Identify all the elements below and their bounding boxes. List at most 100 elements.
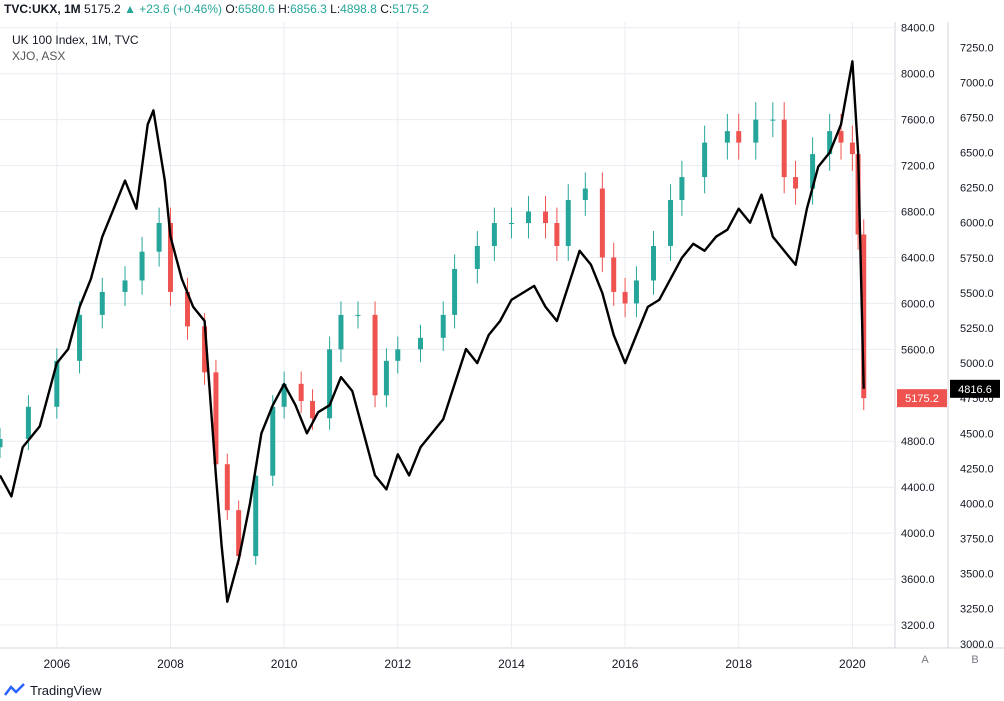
left-axis-tick: 5600.0 (901, 344, 935, 356)
brand-name: TradingView (30, 682, 102, 698)
symbol-header: TVC:UKX, 1M 5175.2 ▲ +23.6 (+0.46%) O:65… (4, 0, 429, 22)
candle-body (810, 154, 816, 189)
candle-body (54, 360, 60, 407)
candle-body (202, 326, 208, 373)
right-axis-tick: 3250.0 (960, 604, 994, 616)
left-axis-tick: 6000.0 (901, 298, 935, 310)
candle-body (156, 223, 162, 252)
right-axis-tick: 3750.0 (960, 534, 994, 546)
candle-body (270, 406, 276, 476)
low-value: 4898.8 (340, 2, 377, 16)
left-axis-tick: 7200.0 (901, 161, 935, 173)
left-axis-auto-button[interactable]: A (921, 654, 929, 666)
candle-body (167, 223, 173, 292)
right-axis-tick: 5000.0 (960, 358, 994, 370)
candle-body (599, 188, 605, 258)
candle-body (827, 131, 833, 155)
candle-body (543, 211, 549, 224)
candle-body (122, 280, 128, 292)
right-axis-tick: 5750.0 (960, 253, 994, 265)
candle-body (213, 372, 219, 465)
candle-body (724, 131, 730, 143)
right-axis-tick: 7250.0 (960, 42, 994, 54)
left-axis-tick: 3600.0 (901, 574, 935, 586)
last-price-marker-right (950, 379, 1000, 398)
candle-body (77, 314, 83, 361)
candle-body (338, 314, 344, 350)
right-axis-tick: 4500.0 (960, 428, 994, 440)
candle-body (849, 142, 855, 155)
candle-body (395, 349, 401, 361)
close-value: 5175.2 (392, 2, 429, 16)
x-axis-tick: 2012 (384, 657, 411, 671)
candle-body (582, 188, 588, 201)
brand-footer[interactable]: TradingView (4, 680, 102, 700)
candle-body (565, 200, 571, 246)
candle-body (327, 349, 333, 419)
right-axis-tick: 7000.0 (960, 77, 994, 89)
last-price-label-right: 4816.6 (958, 384, 992, 396)
left-axis-tick: 6800.0 (901, 207, 935, 219)
candle-body (310, 401, 316, 419)
legend-main-series[interactable]: UK 100 Index, 1M, TVC (12, 33, 139, 47)
left-axis-tick: 6400.0 (901, 252, 935, 264)
x-axis-tick: 2020 (839, 657, 866, 671)
candle-body (736, 131, 742, 143)
right-axis-tick: 6750.0 (960, 112, 994, 124)
high-value: 6856.3 (290, 2, 327, 16)
right-axis-tick: 5250.0 (960, 323, 994, 335)
left-axis-tick: 3200.0 (901, 620, 935, 632)
open-label: O: (225, 2, 239, 16)
close-label: C: (380, 2, 393, 16)
candle-body (622, 291, 628, 304)
x-axis-tick: 2014 (498, 657, 525, 671)
candle-body (185, 291, 191, 327)
last-price: 5175.2 (84, 2, 121, 16)
last-price-label-left: 5175.2 (905, 393, 939, 405)
right-axis-tick: 6000.0 (960, 218, 994, 230)
candle-body (753, 119, 759, 143)
right-axis-tick: 6250.0 (960, 183, 994, 195)
candle-body (650, 245, 656, 281)
candle-body (298, 383, 304, 402)
candle-body (770, 119, 776, 121)
candle-body (99, 291, 105, 315)
right-axis-tick: 3500.0 (960, 569, 994, 581)
legend-compare-series[interactable]: XJO, ASX (12, 49, 66, 63)
left-axis-tick: 4800.0 (901, 436, 935, 448)
candle-body (702, 142, 708, 178)
left-axis-tick: 8400.0 (901, 23, 935, 35)
candle-body (633, 280, 639, 304)
candle-body (525, 211, 531, 224)
right-axis-tick: 5500.0 (960, 288, 994, 300)
x-axis-tick: 2008 (157, 657, 184, 671)
candle-body (281, 383, 287, 407)
candle-body (668, 200, 674, 246)
x-axis-tick: 2006 (43, 657, 70, 671)
x-axis-tick: 2010 (271, 657, 298, 671)
low-label: L: (330, 2, 341, 16)
change-up-icon: ▲ (124, 2, 136, 16)
candle-body (25, 406, 31, 439)
right-axis-tick: 4000.0 (960, 498, 994, 510)
candle-body (224, 464, 230, 511)
candle-body (781, 119, 787, 178)
candle-body (679, 177, 685, 201)
candle-body (440, 314, 446, 338)
left-axis-tick: 8000.0 (901, 69, 935, 81)
candle-body (491, 223, 497, 246)
candle-body (452, 268, 458, 315)
xjo-line (0, 60, 865, 603)
right-axis-auto-button[interactable]: B (971, 654, 979, 666)
candle-body (372, 314, 378, 396)
candle-body (554, 223, 560, 246)
candle-body (838, 131, 844, 143)
left-axis-tick: 4000.0 (901, 528, 935, 540)
x-axis-tick: 2016 (612, 657, 639, 671)
high-label: H: (278, 2, 291, 16)
candle-body (861, 234, 867, 399)
open-value: 6580.6 (238, 2, 275, 16)
symbol-name[interactable]: TVC:UKX, 1M (4, 2, 81, 16)
candle-body (236, 510, 242, 557)
